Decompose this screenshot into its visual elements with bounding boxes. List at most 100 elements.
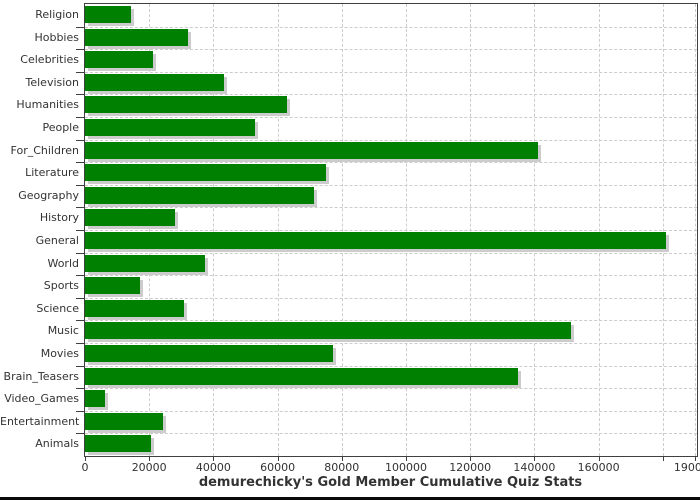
category-tick bbox=[76, 49, 84, 50]
value-tick-label: 190000 bbox=[673, 461, 700, 474]
value-tick-label: 0 bbox=[81, 461, 89, 474]
bar-world bbox=[85, 254, 206, 272]
value-tick bbox=[277, 456, 279, 461]
category-tick bbox=[76, 185, 84, 186]
horizontal-gridline bbox=[85, 49, 697, 51]
horizontal-gridline bbox=[85, 117, 697, 118]
value-tick bbox=[470, 456, 472, 461]
bar-history bbox=[85, 209, 175, 227]
category-label: Movies bbox=[40, 347, 79, 360]
bar-religion bbox=[85, 6, 131, 23]
horizontal-gridline bbox=[85, 139, 697, 141]
category-tick bbox=[76, 320, 84, 321]
bar-science bbox=[85, 299, 184, 317]
horizontal-gridline bbox=[85, 94, 697, 96]
bar-movies bbox=[85, 345, 334, 362]
horizontal-gridline bbox=[85, 184, 697, 186]
category-tick bbox=[76, 72, 84, 73]
horizontal-gridline bbox=[85, 297, 697, 299]
value-tick bbox=[662, 456, 664, 461]
category-tick bbox=[76, 117, 84, 118]
category-tick bbox=[76, 343, 84, 344]
value-tick bbox=[213, 456, 215, 461]
bar-for_children bbox=[85, 141, 538, 159]
category-tick bbox=[76, 94, 84, 95]
category-label: Sports bbox=[43, 279, 79, 293]
category-tick bbox=[76, 140, 84, 141]
category-tick bbox=[76, 433, 84, 434]
bar-literature bbox=[85, 164, 327, 182]
value-tick bbox=[694, 456, 696, 461]
category-tick bbox=[76, 27, 84, 28]
category-tick bbox=[76, 411, 84, 412]
category-label: Animals bbox=[35, 437, 79, 451]
category-tick bbox=[76, 230, 84, 231]
horizontal-gridline bbox=[85, 365, 697, 367]
category-tick bbox=[76, 366, 84, 367]
value-tick bbox=[598, 456, 600, 461]
category-label: Television bbox=[25, 75, 80, 89]
category-label: General bbox=[35, 234, 79, 247]
category-label: Video_Games bbox=[4, 392, 79, 406]
value-tick bbox=[149, 456, 151, 461]
category-label: People bbox=[42, 121, 79, 134]
category-label: Humanities bbox=[16, 98, 79, 112]
value-tick-label: 100000 bbox=[385, 461, 427, 474]
value-tick-label: 140000 bbox=[513, 461, 556, 474]
bar-video_games bbox=[85, 390, 105, 408]
bar-humanities bbox=[85, 96, 288, 114]
category-tick bbox=[76, 388, 84, 389]
category-label: Geography bbox=[18, 188, 79, 202]
horizontal-gridline bbox=[85, 275, 697, 277]
bar-hobbies bbox=[85, 28, 189, 46]
horizontal-gridline bbox=[85, 71, 697, 73]
horizontal-gridline bbox=[85, 343, 697, 344]
horizontal-gridline bbox=[85, 388, 697, 390]
value-tick bbox=[341, 456, 343, 461]
value-tick-label: 20000 bbox=[131, 461, 167, 474]
horizontal-gridline bbox=[85, 433, 697, 435]
horizontal-gridline bbox=[85, 320, 697, 322]
category-label: History bbox=[39, 211, 79, 225]
category-label: For_Children bbox=[10, 143, 79, 157]
plot-area bbox=[84, 3, 698, 457]
bar-entertainment bbox=[85, 412, 163, 430]
category-label: Celebrities bbox=[20, 53, 79, 67]
value-tick-label: 120000 bbox=[449, 461, 492, 474]
bar-people bbox=[85, 119, 255, 136]
value-tick bbox=[406, 456, 407, 461]
category-label: Literature bbox=[25, 166, 79, 180]
horizontal-gridline bbox=[85, 410, 697, 412]
category-tick bbox=[76, 298, 84, 299]
bar-brain_teasers bbox=[85, 367, 518, 385]
bottom-divider bbox=[0, 497, 700, 500]
bar-general bbox=[85, 232, 666, 249]
bar-celebrities bbox=[85, 51, 153, 69]
horizontal-gridline bbox=[85, 207, 697, 209]
bar-television bbox=[85, 73, 224, 91]
category-label: Science bbox=[36, 301, 79, 315]
horizontal-gridline bbox=[85, 26, 697, 28]
bar-sports bbox=[85, 277, 140, 295]
bar-music bbox=[85, 322, 571, 340]
category-label: World bbox=[47, 256, 79, 270]
category-label: Entertainment bbox=[0, 414, 80, 428]
chart-title: demurechicky's Gold Member Cumulative Qu… bbox=[198, 475, 583, 490]
bar-animals bbox=[85, 435, 151, 453]
value-tick-label: 80000 bbox=[324, 461, 360, 474]
value-tick bbox=[534, 456, 536, 461]
category-label: Hobbies bbox=[34, 30, 79, 44]
value-tick-label: 160000 bbox=[577, 461, 620, 474]
horizontal-gridline bbox=[85, 162, 697, 164]
category-tick bbox=[76, 207, 84, 208]
category-label: Brain_Teasers bbox=[3, 369, 79, 383]
horizontal-gridline bbox=[85, 230, 697, 231]
value-tick-label: 60000 bbox=[260, 461, 296, 474]
bar-geography bbox=[85, 186, 315, 204]
category-label: Music bbox=[47, 324, 79, 338]
category-label: Religion bbox=[35, 8, 79, 21]
category-tick bbox=[76, 275, 84, 276]
category-tick bbox=[76, 253, 84, 254]
horizontal-gridline bbox=[85, 252, 697, 254]
